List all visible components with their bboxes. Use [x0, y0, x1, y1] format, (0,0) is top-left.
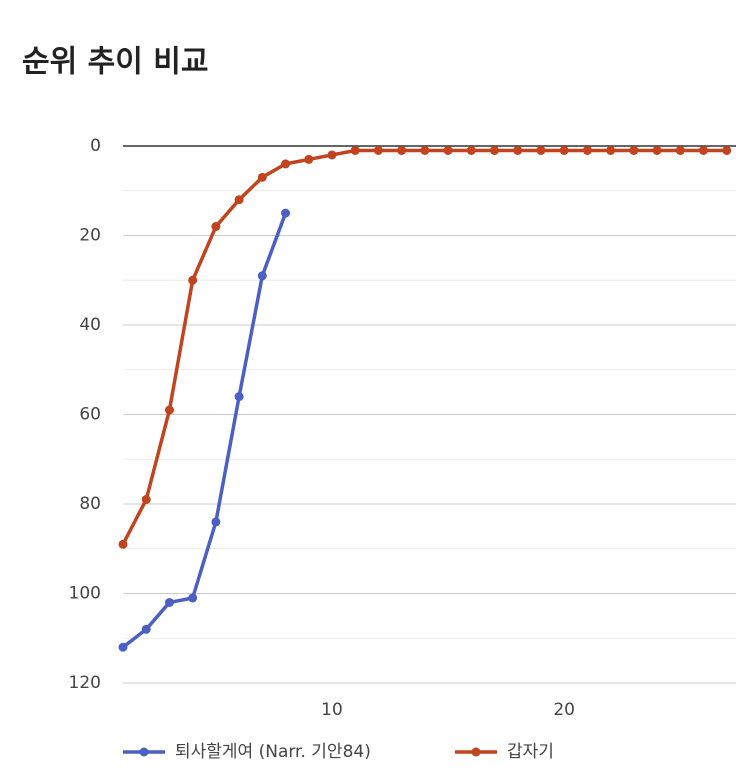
- data-point: [606, 145, 616, 155]
- data-point: [164, 597, 174, 607]
- data-point: [257, 172, 267, 182]
- legend-swatch-dot: [139, 747, 149, 757]
- data-point: [188, 593, 198, 603]
- data-point: [397, 145, 407, 155]
- data-point: [281, 159, 291, 169]
- data-point: [373, 145, 383, 155]
- data-point: [211, 222, 221, 232]
- data-point: [211, 517, 221, 527]
- data-point: [118, 539, 128, 549]
- data-point: [350, 145, 360, 155]
- data-point: [118, 642, 128, 652]
- data-point: [652, 145, 662, 155]
- data-point: [722, 145, 732, 155]
- data-point: [234, 392, 244, 402]
- data-point: [188, 275, 198, 285]
- data-point: [536, 145, 546, 155]
- data-point: [698, 145, 708, 155]
- legend-label: 퇴사할게여 (Narr. 기안84): [175, 742, 371, 762]
- data-point: [281, 208, 291, 218]
- data-point: [141, 624, 151, 634]
- data-point: [466, 145, 476, 155]
- data-point: [559, 145, 569, 155]
- y-tick-label: 120: [69, 673, 101, 693]
- data-point: [420, 145, 430, 155]
- data-point: [164, 405, 174, 415]
- series-line: [121, 212, 288, 649]
- data-point: [257, 271, 267, 281]
- chart-title: 순위 추이 비교: [22, 45, 209, 80]
- data-point: [582, 145, 592, 155]
- data-point: [490, 145, 500, 155]
- y-tick-label: 20: [79, 226, 101, 246]
- series-line: [121, 148, 727, 546]
- legend-swatch-dot: [471, 747, 481, 757]
- y-tick-label: 60: [79, 405, 101, 425]
- legend-label: 갑자기: [507, 742, 554, 762]
- y-tick-label: 80: [79, 494, 101, 514]
- data-point: [675, 145, 685, 155]
- data-point: [327, 150, 337, 160]
- data-point: [513, 145, 523, 155]
- data-point: [141, 495, 151, 505]
- x-tick-label: 10: [321, 700, 343, 720]
- x-tick-label: 20: [553, 700, 575, 720]
- y-tick-label: 100: [69, 584, 101, 604]
- data-point: [234, 195, 244, 205]
- data-point: [629, 145, 639, 155]
- data-point: [304, 154, 314, 164]
- y-tick-label: 40: [79, 315, 101, 335]
- y-tick-label: 0: [90, 136, 101, 156]
- data-point: [443, 145, 453, 155]
